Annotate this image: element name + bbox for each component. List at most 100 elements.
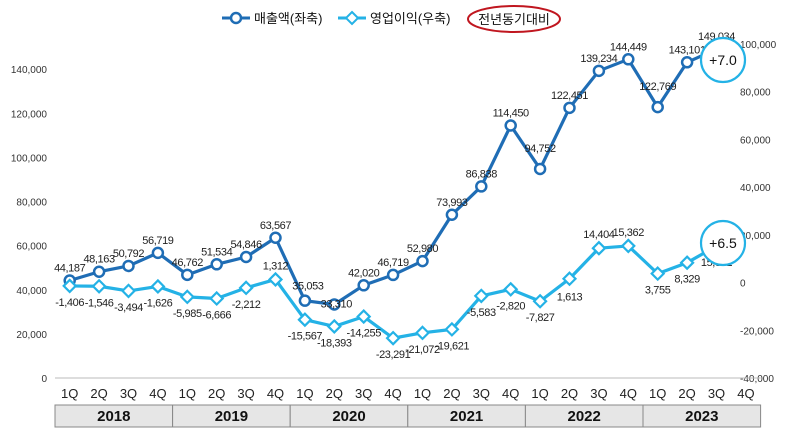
revenue-point[interactable] [122, 259, 135, 273]
legend-yoy-label: 전년동기대비 [478, 12, 550, 27]
revenue-point[interactable] [445, 208, 459, 222]
x-axis-quarter-label: 3Q [355, 386, 372, 401]
profit-data-label: -19,621 [435, 340, 470, 352]
profit-data-label: -7,827 [526, 312, 555, 324]
year-label: 2022 [568, 408, 601, 425]
profit-point[interactable] [591, 240, 607, 256]
revenue-point[interactable] [357, 279, 370, 292]
profit-point[interactable] [532, 293, 548, 309]
revenue-point[interactable] [563, 101, 576, 115]
x-axis-quarter-label: 2Q [90, 386, 107, 401]
revenue-data-label: 46,762 [172, 257, 204, 269]
revenue-data-label: 122,769 [639, 81, 676, 93]
x-axis-quarter-label: 2Q [208, 386, 225, 401]
profit-point[interactable] [473, 288, 489, 304]
profit-data-label: -14,255 [346, 328, 381, 340]
right-axis-tick-label: -20,000 [740, 326, 774, 337]
revenue-point[interactable] [328, 298, 341, 311]
right-axis-tick-label: 40,000 [740, 183, 771, 194]
revenue-point[interactable] [181, 268, 194, 282]
revenue-point[interactable] [239, 250, 253, 264]
x-axis-quarter-label: 1Q [296, 386, 313, 401]
x-axis-quarter-label: 1Q [531, 386, 548, 401]
year-label: 2018 [97, 408, 130, 425]
legend-profit-marker [344, 10, 360, 26]
profit-point[interactable] [503, 281, 519, 297]
profit-point[interactable] [62, 278, 78, 294]
year-box [642, 404, 762, 428]
profit-data-label: -18,393 [317, 337, 352, 349]
revenue-data-label: 143,101 [669, 44, 706, 56]
profit-point[interactable] [150, 278, 166, 295]
right-axis-tick-label: 100,000 [740, 40, 777, 51]
x-axis-quarter-label: 2Q [443, 386, 460, 401]
profit-data-label: -1,626 [144, 297, 173, 309]
revenue-point[interactable] [651, 100, 664, 114]
profit-data-label: -1,406 [55, 297, 84, 309]
profit-data-label: -23,291 [376, 349, 411, 361]
left-axis-tick-label: 0 [41, 374, 47, 385]
revenue-point[interactable] [533, 162, 547, 176]
x-axis-quarter-label: 4Q [502, 386, 519, 401]
left-axis-tick-label: 40,000 [16, 286, 47, 297]
year-label: 2020 [332, 408, 365, 425]
profit-point[interactable] [385, 330, 401, 346]
profit-point[interactable] [650, 266, 666, 282]
profit-point[interactable] [561, 271, 578, 287]
left-axis-tick-label: 100,000 [11, 153, 48, 164]
x-axis-quarter-label: 3Q [120, 386, 137, 401]
yoy-annotation-label: +7.0 [709, 52, 737, 68]
profit-point[interactable] [297, 312, 313, 328]
x-axis-quarter-label: 1Q [414, 386, 431, 401]
profit-point[interactable] [326, 318, 342, 335]
profit-point[interactable] [620, 238, 636, 254]
profit-point[interactable] [356, 309, 372, 325]
year-label: 2021 [450, 408, 483, 425]
revenue-point[interactable] [92, 265, 106, 278]
profit-data-label: 8,329 [674, 274, 700, 286]
x-axis-quarter-label: 2Q [326, 386, 343, 401]
x-axis-quarter-label: 3Q [590, 386, 607, 401]
revenue-point[interactable] [269, 231, 282, 245]
profit-point[interactable] [209, 290, 225, 307]
profit-point[interactable] [179, 289, 195, 305]
revenue-point[interactable] [386, 268, 400, 282]
profit-data-label: -2,212 [232, 299, 261, 311]
profit-data-label: -5,985 [173, 308, 202, 320]
revenue-data-label: 33,310 [321, 299, 353, 311]
profit-point[interactable] [238, 280, 254, 296]
profit-point[interactable] [267, 271, 284, 287]
left-axis-tick-label: 60,000 [16, 242, 47, 253]
x-axis-quarter-label: 4Q [149, 386, 166, 401]
yoy-annotation-circle [699, 36, 747, 84]
profit-point[interactable] [679, 255, 695, 271]
revenue-point[interactable] [151, 246, 165, 260]
profit-point[interactable] [414, 325, 431, 341]
revenue-data-label: 50,792 [113, 248, 145, 260]
x-axis-quarter-label: 2Q [678, 386, 695, 401]
revenue-point[interactable] [210, 258, 223, 271]
revenue-point[interactable] [592, 64, 606, 78]
revenue-point[interactable] [680, 56, 694, 69]
profit-data-label: -15,567 [288, 331, 323, 343]
revenue-point[interactable] [622, 53, 635, 66]
profit-point[interactable] [444, 321, 460, 337]
revenue-data-label: 35,053 [292, 281, 324, 293]
revenue-point[interactable] [475, 180, 488, 193]
left-axis-tick-label: 80,000 [16, 198, 47, 209]
profit-data-label: 3,755 [645, 285, 671, 297]
revenue-point[interactable] [504, 119, 517, 132]
revenue-data-label: 94,752 [524, 143, 556, 155]
x-axis-quarter-label: 1Q [179, 386, 196, 401]
revenue-data-label: 86,838 [466, 168, 498, 180]
revenue-point[interactable] [416, 254, 429, 268]
profit-point[interactable] [91, 278, 107, 294]
revenue-point[interactable] [298, 294, 312, 307]
x-axis-quarter-label: 3Q [708, 386, 725, 401]
legend-revenue-marker [229, 11, 243, 25]
profit-data-label: 1,613 [557, 292, 583, 304]
right-axis-tick-label: 20,000 [740, 231, 771, 242]
profit-point[interactable] [120, 283, 137, 299]
legend-revenue-label: 매출액(좌축) [254, 11, 322, 26]
